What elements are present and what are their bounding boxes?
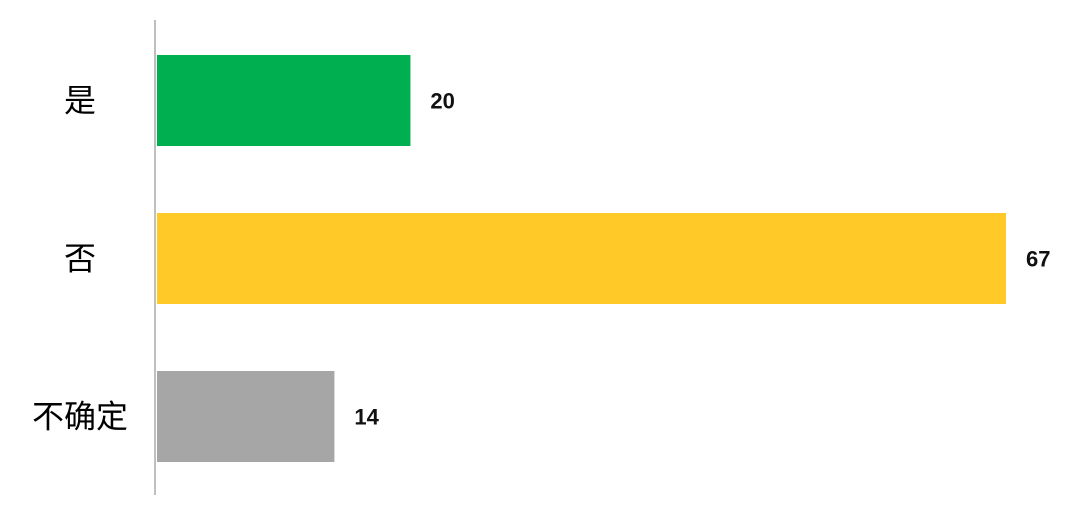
data-label: 14 (354, 405, 379, 430)
bar-0 (157, 55, 411, 146)
category-label: 不确定 (32, 398, 128, 436)
bar-2 (157, 371, 335, 462)
category-label: 是 (64, 82, 96, 120)
bar-1 (157, 213, 1006, 304)
data-label: 67 (1026, 247, 1050, 272)
data-label: 20 (430, 89, 454, 114)
category-label: 否 (64, 240, 96, 278)
